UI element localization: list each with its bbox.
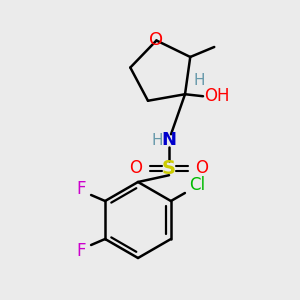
Text: OH: OH [204, 87, 230, 105]
Text: Cl: Cl [189, 176, 205, 194]
Text: O: O [130, 159, 142, 177]
Text: S: S [162, 159, 176, 178]
Text: O: O [196, 159, 208, 177]
Text: H: H [193, 73, 205, 88]
Text: O: O [149, 32, 164, 50]
Text: N: N [161, 131, 176, 149]
Text: F: F [76, 242, 86, 260]
Text: H: H [151, 133, 163, 148]
Text: F: F [76, 180, 86, 198]
